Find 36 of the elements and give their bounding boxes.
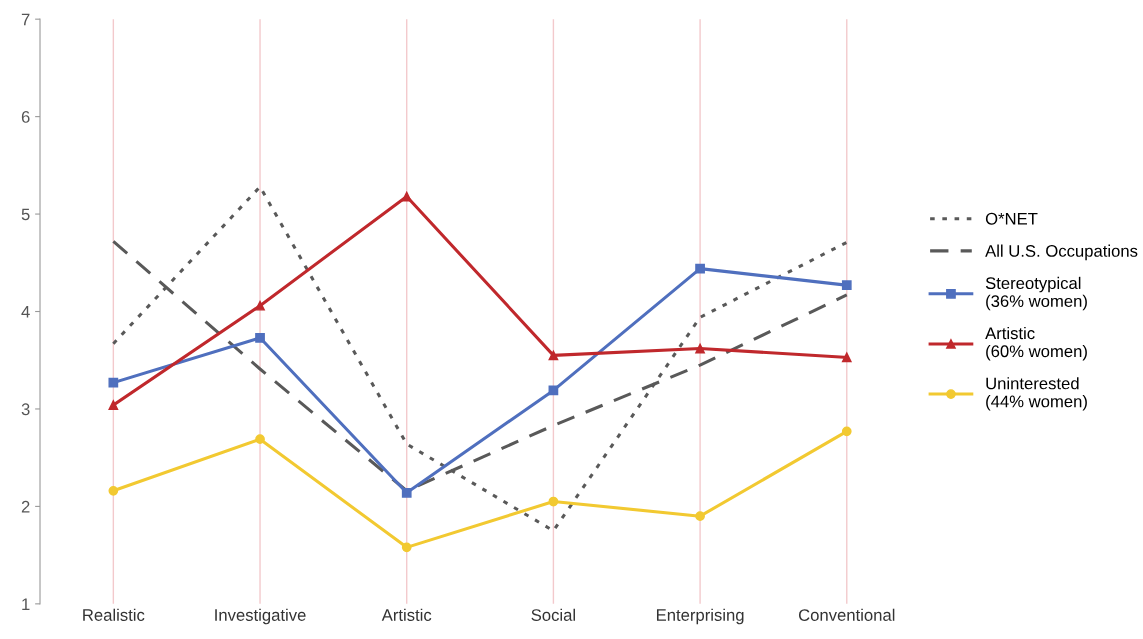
legend-label: Uninterested (44% women) <box>986 377 1087 411</box>
point <box>255 332 265 343</box>
legend-label: All U.S. Occupations <box>985 244 1138 261</box>
y-tick-label: 4 <box>21 306 30 318</box>
x-tick-label: Investigative <box>215 608 306 625</box>
line-series <box>111 185 849 533</box>
point <box>401 191 412 202</box>
y-tick-label: 6 <box>21 111 30 123</box>
point <box>841 280 852 291</box>
y-tick-label: 1 <box>22 598 30 610</box>
x-tick-label: Artistic <box>381 608 432 621</box>
y-tick-label: 3 <box>21 403 30 416</box>
y-tick-label: 2 <box>21 500 30 513</box>
point <box>695 511 705 522</box>
y-tick-label: 7 <box>21 13 30 26</box>
point <box>401 542 412 553</box>
point <box>548 350 559 361</box>
legend-label: Stereotypical (36% women) <box>985 276 1087 311</box>
legend-label: O*NET <box>985 212 1038 225</box>
point <box>841 426 852 437</box>
point <box>401 487 412 498</box>
point <box>108 400 119 410</box>
legend-label: Artistic (60% women) <box>985 326 1087 361</box>
point <box>695 343 705 354</box>
point <box>108 485 119 496</box>
point <box>548 496 559 507</box>
point <box>108 377 119 388</box>
point <box>841 352 852 363</box>
point <box>255 300 265 311</box>
point <box>695 263 705 274</box>
x-tick-label: Enterprising <box>656 608 744 625</box>
x-tick-label: Conventional <box>798 608 895 621</box>
x-tick-label: Realistic <box>83 608 145 621</box>
x-tick-label: Social <box>531 608 575 621</box>
point <box>255 434 265 445</box>
y-tick-label: 5 <box>21 208 30 221</box>
